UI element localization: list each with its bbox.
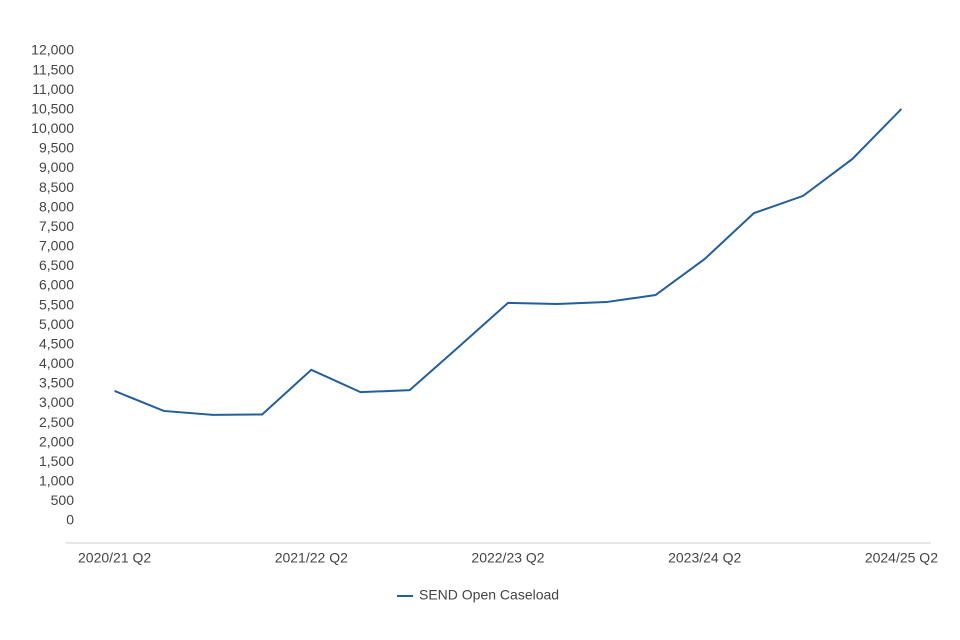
x-tick-label: 2020/21 Q2: [78, 550, 151, 566]
x-tick-label: 2023/24 Q2: [668, 550, 741, 566]
y-tick-label: 0: [66, 512, 74, 528]
y-tick-label: 8,000: [39, 198, 74, 214]
data-line: [114, 108, 903, 416]
y-tick-label: 6,000: [39, 277, 74, 293]
y-tick-label: 11,000: [32, 81, 74, 97]
y-tick-label: 2,500: [39, 414, 74, 430]
y-tick-label: 7,500: [39, 218, 74, 234]
y-tick-label: 9,500: [39, 140, 74, 156]
y-tick-label: 6,500: [39, 257, 74, 273]
legend-label: SEND Open Caseload: [419, 587, 559, 603]
y-tick-label: 1,500: [39, 453, 74, 469]
y-tick-label: 10,500: [31, 100, 74, 116]
y-tick-label: 9,000: [39, 159, 74, 175]
y-tick-label: 7,000: [39, 238, 74, 254]
y-tick-label: 3,000: [39, 394, 74, 410]
y-tick-label: 12,000: [31, 42, 74, 58]
y-tick-label: 10,000: [31, 120, 74, 136]
y-tick-label: 11,500: [32, 61, 74, 77]
y-tick-label: 500: [51, 492, 75, 508]
x-tick-label: 2022/23 Q2: [471, 550, 544, 566]
y-tick-label: 5,000: [39, 316, 74, 332]
y-tick-label: 4,500: [39, 335, 74, 351]
y-tick-label: 2,000: [39, 433, 74, 449]
y-tick-label: 1,000: [39, 473, 74, 489]
y-tick-label: 5,500: [39, 296, 74, 312]
y-tick-label: 3,500: [39, 375, 74, 391]
y-tick-label: 8,500: [39, 179, 74, 195]
x-tick-label: 2021/22 Q2: [275, 550, 348, 566]
x-tick-label: 2024/25 Q2: [865, 550, 938, 566]
y-tick-label: 4,000: [39, 355, 74, 371]
